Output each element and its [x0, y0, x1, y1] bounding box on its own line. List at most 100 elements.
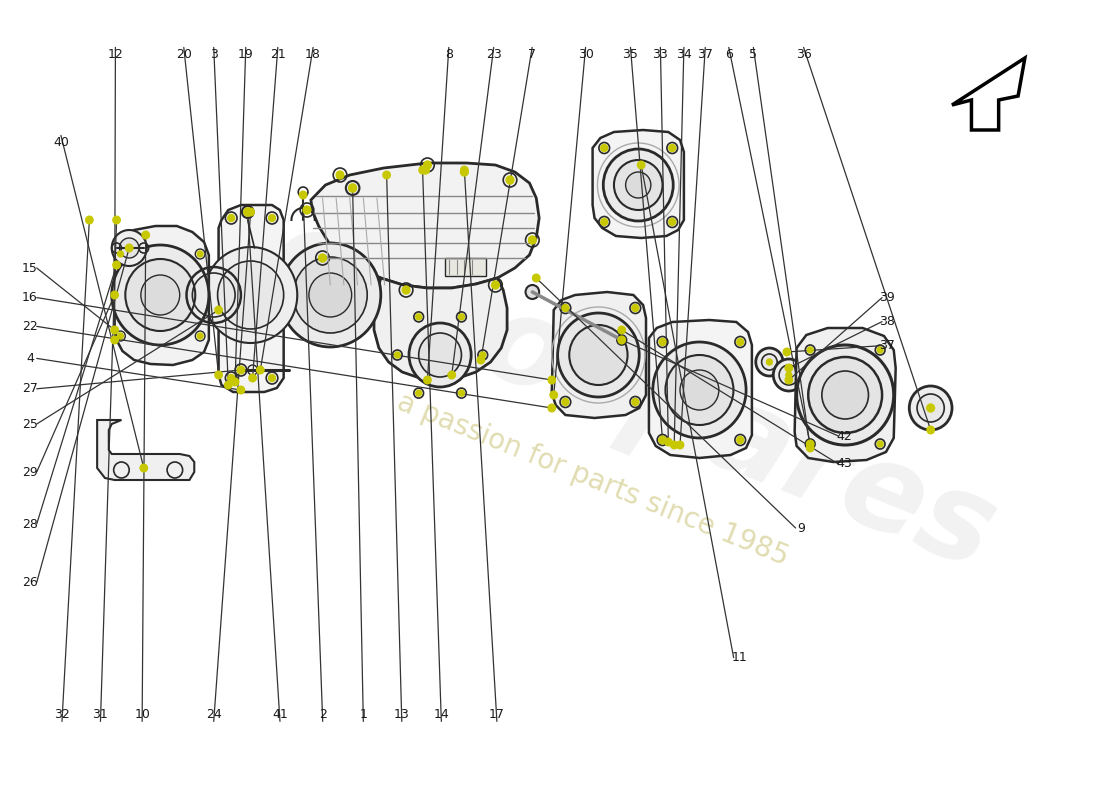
- Circle shape: [309, 273, 352, 317]
- Text: a passion for parts since 1985: a passion for parts since 1985: [393, 389, 792, 571]
- Circle shape: [461, 168, 469, 176]
- Circle shape: [125, 259, 196, 331]
- Circle shape: [796, 345, 893, 445]
- Circle shape: [337, 171, 344, 179]
- Circle shape: [807, 347, 813, 353]
- Text: 32: 32: [54, 708, 70, 721]
- Circle shape: [421, 166, 429, 174]
- Circle shape: [345, 181, 360, 195]
- Text: 36: 36: [795, 48, 812, 61]
- Circle shape: [652, 342, 746, 438]
- Text: 18: 18: [305, 48, 321, 61]
- Text: 2: 2: [319, 708, 327, 721]
- Circle shape: [614, 160, 662, 210]
- Circle shape: [526, 285, 539, 299]
- Circle shape: [197, 333, 204, 339]
- Circle shape: [113, 261, 120, 269]
- Circle shape: [244, 208, 252, 216]
- Text: 26: 26: [22, 576, 37, 589]
- Circle shape: [680, 370, 719, 410]
- Circle shape: [238, 386, 244, 394]
- Circle shape: [756, 348, 783, 376]
- Circle shape: [877, 441, 883, 447]
- Circle shape: [459, 390, 464, 396]
- Text: 6: 6: [725, 48, 733, 61]
- Text: 14: 14: [433, 708, 449, 721]
- Circle shape: [761, 354, 778, 370]
- Circle shape: [767, 359, 772, 365]
- Circle shape: [141, 275, 179, 315]
- Circle shape: [477, 356, 485, 364]
- Circle shape: [279, 243, 381, 347]
- Text: 28: 28: [22, 518, 37, 530]
- Circle shape: [659, 338, 666, 346]
- Circle shape: [111, 291, 119, 299]
- Circle shape: [228, 374, 234, 382]
- Circle shape: [214, 306, 222, 314]
- Circle shape: [294, 257, 367, 333]
- Polygon shape: [794, 328, 895, 462]
- Circle shape: [448, 371, 455, 379]
- Circle shape: [424, 161, 431, 169]
- Text: 34: 34: [676, 48, 692, 61]
- Circle shape: [112, 230, 146, 266]
- Circle shape: [268, 374, 275, 382]
- Circle shape: [550, 391, 558, 399]
- Circle shape: [785, 376, 792, 384]
- Circle shape: [570, 325, 628, 385]
- Circle shape: [601, 218, 607, 226]
- Circle shape: [737, 338, 744, 346]
- Circle shape: [927, 426, 934, 434]
- Circle shape: [785, 372, 792, 378]
- Text: eurospares: eurospares: [251, 196, 1012, 594]
- Circle shape: [785, 364, 792, 372]
- Text: 11: 11: [732, 651, 747, 664]
- Text: 41: 41: [272, 708, 288, 721]
- Circle shape: [480, 352, 486, 358]
- Circle shape: [601, 145, 607, 151]
- Circle shape: [197, 251, 204, 257]
- Circle shape: [461, 166, 468, 174]
- Circle shape: [111, 336, 119, 344]
- Circle shape: [558, 313, 639, 397]
- Polygon shape: [311, 163, 539, 288]
- Text: 13: 13: [394, 708, 409, 721]
- Circle shape: [120, 238, 139, 258]
- Text: 19: 19: [238, 48, 254, 61]
- Circle shape: [671, 442, 678, 449]
- Text: 20: 20: [176, 48, 191, 61]
- Text: 35: 35: [623, 48, 638, 61]
- Circle shape: [638, 162, 645, 169]
- Text: 30: 30: [578, 48, 594, 61]
- Circle shape: [118, 333, 123, 339]
- Circle shape: [669, 145, 675, 151]
- Circle shape: [204, 247, 297, 343]
- Circle shape: [319, 254, 327, 262]
- Circle shape: [562, 305, 569, 311]
- Circle shape: [419, 166, 427, 174]
- Circle shape: [238, 366, 244, 374]
- Text: 1: 1: [360, 708, 367, 721]
- Circle shape: [249, 374, 256, 382]
- Text: 31: 31: [92, 708, 108, 721]
- Text: 22: 22: [22, 320, 37, 333]
- Circle shape: [268, 214, 275, 222]
- Circle shape: [111, 326, 119, 334]
- Circle shape: [492, 281, 499, 289]
- Circle shape: [256, 366, 264, 374]
- Circle shape: [231, 378, 239, 386]
- Circle shape: [419, 333, 461, 377]
- Text: 9: 9: [798, 522, 805, 534]
- Circle shape: [631, 305, 639, 311]
- Circle shape: [246, 208, 254, 216]
- Polygon shape: [219, 205, 284, 392]
- Text: 3: 3: [210, 48, 218, 61]
- Circle shape: [299, 191, 307, 198]
- Circle shape: [664, 438, 672, 446]
- Circle shape: [910, 386, 952, 430]
- Circle shape: [528, 236, 536, 244]
- Circle shape: [403, 286, 410, 294]
- Text: 12: 12: [108, 48, 123, 61]
- Circle shape: [808, 357, 882, 433]
- Text: 15: 15: [22, 262, 37, 274]
